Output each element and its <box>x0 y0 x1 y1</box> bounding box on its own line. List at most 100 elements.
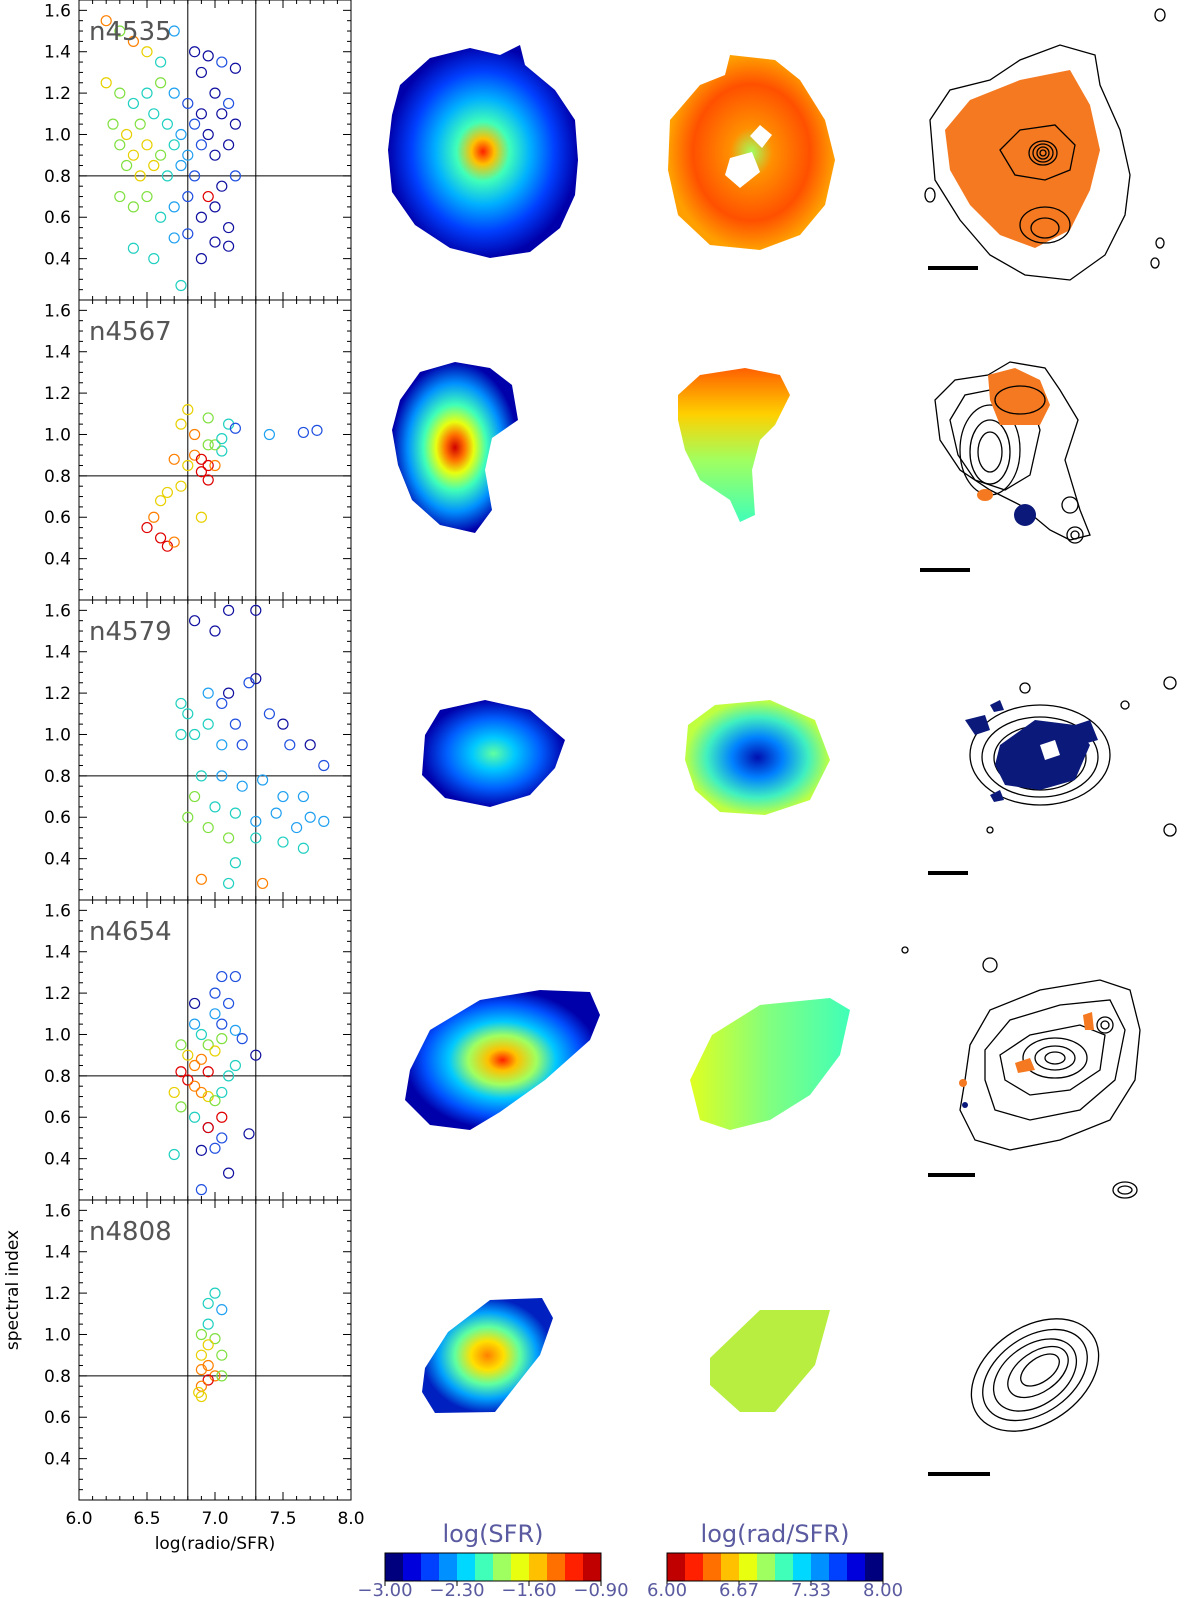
data-point <box>175 159 187 172</box>
ratio-map-n4535-hole1 <box>750 125 772 148</box>
contour-map-n4808 <box>928 1318 1100 1476</box>
data-point <box>202 474 214 486</box>
y-tick-label: 0.8 <box>44 467 71 487</box>
data-point <box>236 1033 248 1045</box>
data-point <box>216 1086 228 1099</box>
data-point <box>216 433 228 445</box>
colorbar-cell <box>829 1553 848 1581</box>
data-point <box>297 426 309 439</box>
contour-map-n4654 <box>901 946 1141 1199</box>
colorbar-cell <box>511 1553 530 1581</box>
y-tick-label: 1.0 <box>44 1025 71 1045</box>
data-point <box>148 159 160 172</box>
data-point <box>182 228 194 240</box>
data-point <box>270 807 282 819</box>
data-point <box>216 1033 228 1045</box>
data-point <box>216 1370 228 1382</box>
colorbar-sfr-label: log(SFR) <box>442 1520 543 1548</box>
data-point <box>182 404 194 416</box>
data-point <box>175 728 187 741</box>
y-tick-label: 1.4 <box>44 643 71 663</box>
data-point <box>223 997 235 1010</box>
data-point <box>202 190 214 203</box>
y-tick-label: 1.6 <box>44 1 71 21</box>
data-point <box>100 77 112 89</box>
data-point <box>134 170 146 182</box>
colorbar-ratio-label: log(rad/SFR) <box>701 1520 850 1548</box>
y-tick-label: 0.4 <box>44 1450 71 1470</box>
y-tick-label: 0.4 <box>44 550 71 570</box>
data-point <box>195 1053 207 1065</box>
data-point <box>209 801 221 813</box>
data-point <box>202 1318 214 1330</box>
data-point <box>243 1128 255 1140</box>
data-point <box>202 718 214 730</box>
y-tick-label: 0.8 <box>44 167 71 187</box>
colorbar-cell <box>793 1553 812 1581</box>
colorbar-cell <box>457 1553 476 1581</box>
data-point <box>189 1080 201 1092</box>
colorbar-cell <box>565 1553 584 1581</box>
colorbar-tick-label: 6.00 <box>647 1580 687 1598</box>
data-point <box>134 118 146 130</box>
data-point <box>195 139 207 151</box>
y-tick-label: 0.6 <box>44 208 71 228</box>
data-point <box>120 159 133 172</box>
data-point <box>189 170 201 182</box>
data-point <box>202 412 214 424</box>
scatter-panel-n4567: 0.4 0.6 0.8 1.0 1.2 1.4 1.6 n4567 <box>44 299 352 601</box>
ratio-map-n4808-shape <box>710 1310 830 1412</box>
data-point <box>175 279 187 292</box>
data-point <box>195 1390 207 1403</box>
data-point <box>209 1008 221 1020</box>
data-point <box>209 1142 221 1154</box>
data-point <box>223 832 235 844</box>
data-point <box>229 970 241 983</box>
data-point <box>216 56 228 68</box>
data-point <box>195 1364 207 1376</box>
x-tick-label: 8.0 <box>337 1509 364 1529</box>
y-tick-label: 0.8 <box>44 767 71 787</box>
data-point <box>209 87 221 99</box>
y-tick-label: 0.6 <box>44 508 71 528</box>
data-point <box>202 1121 214 1134</box>
y-tick-label: 1.0 <box>44 1325 71 1345</box>
data-point <box>168 1086 180 1099</box>
data-point <box>216 1349 228 1361</box>
y-tick-label: 1.0 <box>44 125 71 145</box>
data-point <box>161 170 173 182</box>
data-point <box>216 770 228 782</box>
data-point <box>195 1184 207 1196</box>
y-tick-label: 1.2 <box>44 384 71 404</box>
data-point <box>195 873 207 885</box>
data-point <box>155 211 167 223</box>
y-tick-label: 0.6 <box>44 1408 71 1428</box>
data-point <box>189 790 201 803</box>
data-point <box>175 1039 187 1051</box>
data-point <box>195 1349 207 1361</box>
data-point <box>223 139 235 151</box>
data-point <box>229 857 241 869</box>
colorbar-cell <box>475 1553 494 1581</box>
ratio-map-n4654 <box>690 998 850 1130</box>
colorbars: log(SFR) −3.00 −2.30 −1.60 −0.90 log(rad/SF… <box>357 1520 903 1598</box>
data-point <box>148 511 160 523</box>
data-point <box>291 821 303 834</box>
data-point <box>161 118 173 130</box>
data-point <box>223 97 235 110</box>
data-point <box>141 521 153 534</box>
y-tick-label: 1.4 <box>44 343 71 363</box>
data-point <box>209 459 221 472</box>
data-point <box>209 1045 221 1057</box>
data-point <box>216 1018 228 1030</box>
y-tick-label: 1.2 <box>44 984 71 1004</box>
y-tick-label: 1.6 <box>44 1201 71 1221</box>
data-point <box>189 1018 201 1030</box>
sfr-map-n4654 <box>405 990 600 1130</box>
sfr-map-n4535 <box>388 45 578 258</box>
sfr-map-n4567 <box>392 362 518 533</box>
data-point <box>148 108 160 120</box>
data-point <box>175 1101 187 1113</box>
data-point <box>257 877 269 890</box>
panel-name: n4654 <box>89 917 172 947</box>
